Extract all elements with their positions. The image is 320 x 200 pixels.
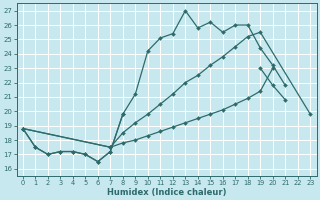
X-axis label: Humidex (Indice chaleur): Humidex (Indice chaleur) [107,188,226,197]
